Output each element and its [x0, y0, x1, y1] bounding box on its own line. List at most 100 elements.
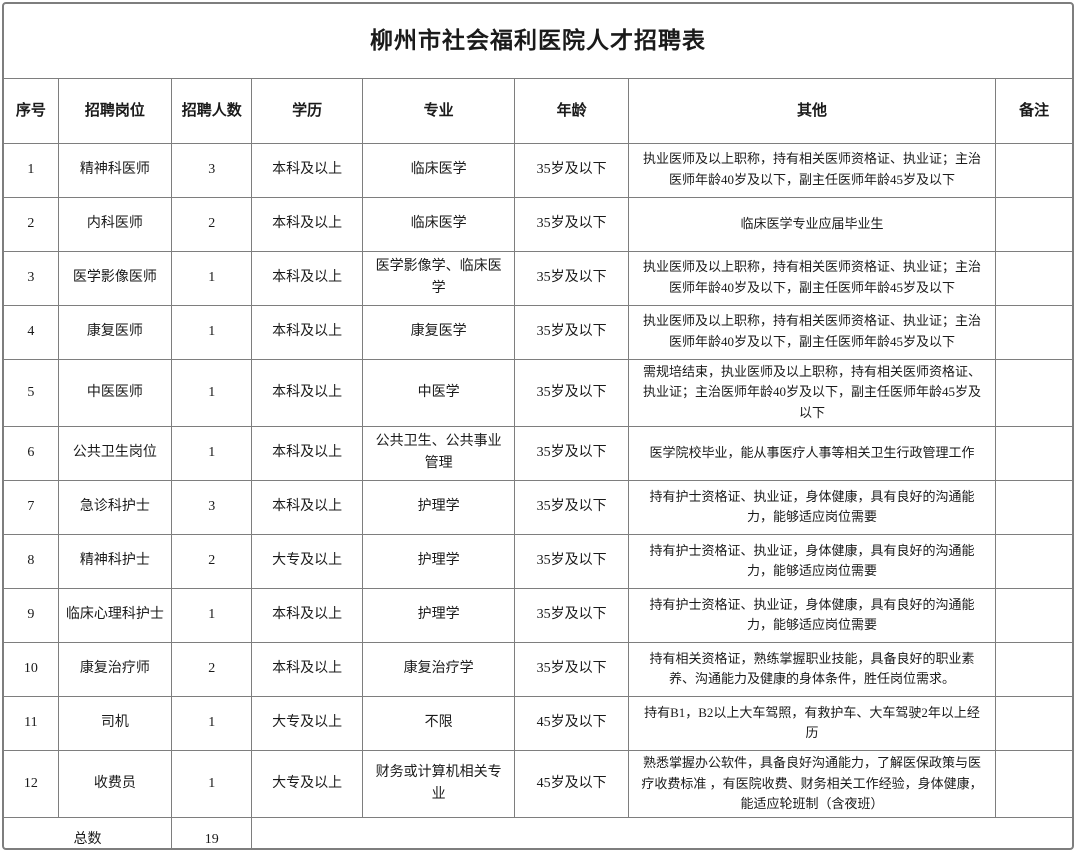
cell-other: 医学院校毕业，能从事医疗人事等相关卫生行政管理工作 — [627, 425, 997, 481]
table-row: 8 精神科护士 2 大专及以上 护理学 35岁及以下 持有护士资格证、执业证，身体健康，具有… — [4, 533, 1072, 589]
cell-headcount: 2 — [171, 641, 253, 697]
cell-age: 35岁及以下 — [514, 196, 629, 252]
cell-remarks — [995, 304, 1072, 360]
cell-position: 精神科护士 — [57, 533, 173, 589]
cell-major: 护理学 — [361, 587, 516, 643]
cell-education: 大专及以上 — [251, 533, 363, 589]
table-row: 12 收费员 1 大专及以上 财务或计算机相关专业 45岁及以下 熟悉掌握办公软件，具备良好… — [4, 749, 1072, 819]
cell-serial-number: 2 — [4, 196, 59, 252]
cell-other: 持有B1，B2以上大车驾照，有救护车、大车驾驶2年以上经历 — [627, 695, 997, 751]
cell-education: 本科及以上 — [251, 641, 363, 697]
table-row: 10 康复治疗师 2 本科及以上 康复治疗学 35岁及以下 持有相关资格证，熟练掌握职业技能… — [4, 641, 1072, 697]
table-row: 3 医学影像医师 1 本科及以上 医学影像学、临床医学 35岁及以下 执业医师及以上职称，持… — [4, 250, 1072, 306]
header-age: 年龄 — [514, 79, 629, 144]
cell-other: 熟悉掌握办公软件，具备良好沟通能力，了解医保政策与医疗收费标准 ，有医院收费、财… — [627, 749, 997, 819]
cell-headcount: 1 — [171, 425, 253, 481]
header-serial-number: 序号 — [4, 79, 59, 144]
cell-other: 需规培结束，执业医师及以上职称，持有相关医师资格证、执业证；主治医师年龄40岁及… — [627, 358, 997, 427]
cell-position: 中医医师 — [57, 358, 173, 427]
cell-other: 执业医师及以上职称，持有相关医师资格证、执业证；主治医师年龄40岁及以下，副主任… — [627, 142, 997, 198]
cell-position: 精神科医师 — [57, 142, 173, 198]
cell-major: 公共卫生、公共事业管理 — [361, 425, 516, 481]
cell-other: 持有护士资格证、执业证，身体健康，具有良好的沟通能力，能够适应岗位需要 — [627, 533, 997, 589]
cell-remarks — [995, 749, 1072, 819]
cell-age: 35岁及以下 — [514, 533, 629, 589]
recruitment-table: 序号 招聘岗位 招聘人数 学历 专业 年龄 其他 备注 1 精神科医师 3 本科及以上… — [4, 79, 1072, 848]
cell-age: 35岁及以下 — [514, 587, 629, 643]
cell-age: 35岁及以下 — [514, 358, 629, 427]
total-label: 总数 — [4, 817, 173, 848]
cell-major: 临床医学 — [361, 142, 516, 198]
cell-age: 45岁及以下 — [514, 695, 629, 751]
cell-major: 中医学 — [361, 358, 516, 427]
cell-headcount: 2 — [171, 533, 253, 589]
cell-education: 本科及以上 — [251, 358, 363, 427]
cell-position: 收费员 — [57, 749, 173, 819]
cell-headcount: 1 — [171, 358, 253, 427]
cell-major: 财务或计算机相关专业 — [361, 749, 516, 819]
cell-serial-number: 7 — [4, 479, 59, 535]
cell-serial-number: 1 — [4, 142, 59, 198]
header-other: 其他 — [627, 79, 997, 144]
cell-other: 执业医师及以上职称，持有相关医师资格证、执业证；主治医师年龄40岁及以下，副主任… — [627, 250, 997, 306]
cell-remarks — [995, 587, 1072, 643]
cell-serial-number: 11 — [4, 695, 59, 751]
cell-education: 本科及以上 — [251, 587, 363, 643]
table-row: 11 司机 1 大专及以上 不限 45岁及以下 持有B1，B2以上大车驾照，有救护车、大车驾… — [4, 695, 1072, 751]
cell-major: 临床医学 — [361, 196, 516, 252]
header-row: 序号 招聘岗位 招聘人数 学历 专业 年龄 其他 备注 — [4, 79, 1072, 144]
cell-position: 康复医师 — [57, 304, 173, 360]
cell-education: 本科及以上 — [251, 250, 363, 306]
header-headcount: 招聘人数 — [171, 79, 253, 144]
cell-age: 35岁及以下 — [514, 142, 629, 198]
table-row: 2 内科医师 2 本科及以上 临床医学 35岁及以下 临床医学专业应届毕业生 — [4, 196, 1072, 252]
cell-position: 司机 — [57, 695, 173, 751]
cell-remarks — [995, 479, 1072, 535]
cell-other: 持有相关资格证，熟练掌握职业技能，具备良好的职业素养、沟通能力及健康的身体条件，… — [627, 641, 997, 697]
cell-serial-number: 10 — [4, 641, 59, 697]
cell-remarks — [995, 641, 1072, 697]
table-row: 7 急诊科护士 3 本科及以上 护理学 35岁及以下 持有护士资格证、执业证，身体健康，具有… — [4, 479, 1072, 535]
cell-education: 大专及以上 — [251, 695, 363, 751]
cell-headcount: 1 — [171, 250, 253, 306]
cell-serial-number: 9 — [4, 587, 59, 643]
page-title: 柳州市社会福利医院人才招聘表 — [4, 4, 1072, 79]
cell-age: 35岁及以下 — [514, 304, 629, 360]
cell-position: 急诊科护士 — [57, 479, 173, 535]
cell-age: 45岁及以下 — [514, 749, 629, 819]
cell-major: 康复治疗学 — [361, 641, 516, 697]
cell-position: 康复治疗师 — [57, 641, 173, 697]
cell-education: 本科及以上 — [251, 142, 363, 198]
cell-headcount: 1 — [171, 587, 253, 643]
cell-age: 35岁及以下 — [514, 479, 629, 535]
cell-position: 内科医师 — [57, 196, 173, 252]
cell-age: 35岁及以下 — [514, 250, 629, 306]
cell-remarks — [995, 695, 1072, 751]
cell-education: 本科及以上 — [251, 196, 363, 252]
cell-major: 护理学 — [361, 533, 516, 589]
cell-headcount: 3 — [171, 479, 253, 535]
cell-education: 本科及以上 — [251, 304, 363, 360]
cell-major: 医学影像学、临床医学 — [361, 250, 516, 306]
cell-major: 不限 — [361, 695, 516, 751]
cell-headcount: 3 — [171, 142, 253, 198]
cell-remarks — [995, 250, 1072, 306]
total-row: 总数 19 — [4, 817, 1072, 848]
cell-other: 临床医学专业应届毕业生 — [627, 196, 997, 252]
cell-education: 大专及以上 — [251, 749, 363, 819]
total-empty-cell — [251, 817, 1072, 848]
table-row: 1 精神科医师 3 本科及以上 临床医学 35岁及以下 执业医师及以上职称，持有相关医师资格… — [4, 142, 1072, 198]
cell-age: 35岁及以下 — [514, 641, 629, 697]
table-row: 9 临床心理科护士 1 本科及以上 护理学 35岁及以下 持有护士资格证、执业证，身体健康，… — [4, 587, 1072, 643]
cell-remarks — [995, 142, 1072, 198]
cell-serial-number: 8 — [4, 533, 59, 589]
header-major: 专业 — [361, 79, 516, 144]
cell-position: 公共卫生岗位 — [57, 425, 173, 481]
cell-serial-number: 5 — [4, 358, 59, 427]
cell-remarks — [995, 358, 1072, 427]
cell-education: 本科及以上 — [251, 479, 363, 535]
cell-major: 康复医学 — [361, 304, 516, 360]
cell-remarks — [995, 533, 1072, 589]
cell-serial-number: 6 — [4, 425, 59, 481]
cell-education: 本科及以上 — [251, 425, 363, 481]
